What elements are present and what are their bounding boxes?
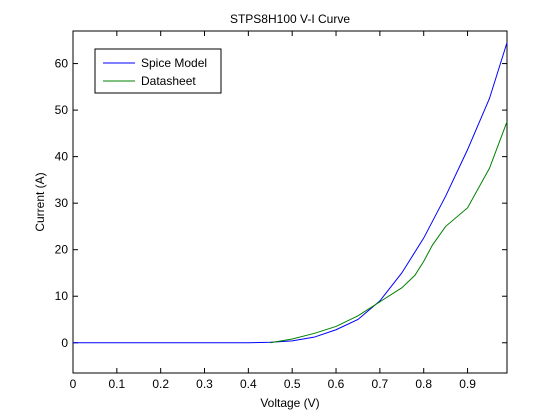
x-tick-label: 0.3 [196, 377, 213, 391]
series-lines [73, 42, 508, 344]
legend-label-spice-model: Spice Model [141, 56, 207, 70]
x-tick-label: 0.7 [372, 377, 389, 391]
y-tick-label: 40 [55, 150, 69, 164]
legend-label-datasheet: Datasheet [141, 74, 196, 88]
y-axis-label: Current (A) [33, 172, 47, 231]
y-tick-label: 60 [55, 57, 69, 71]
series-line-datasheet [270, 121, 508, 344]
axis-ticks: 0 0.1 0.2 0.3 0.4 0.5 0.6 0.7 0.8 0.9 0 10 20 30 40 50 6… [55, 31, 507, 391]
y-tick-label: 50 [55, 103, 69, 117]
x-axis-label: Voltage (V) [260, 396, 319, 410]
chart-title: STPS8H100 V-I Curve [230, 12, 350, 26]
x-tick-label: 0.4 [240, 377, 257, 391]
x-tick-label: 0.5 [284, 377, 301, 391]
x-tick-label: 0.2 [152, 377, 169, 391]
y-tick-label: 0 [61, 336, 68, 350]
legend: Spice Model Datasheet [94, 48, 222, 94]
x-tick-label: 0.1 [108, 377, 125, 391]
y-tick-label: 20 [55, 243, 69, 257]
y-tick-label: 10 [55, 289, 69, 303]
x-tick-label: 0 [70, 377, 77, 391]
legend-box [94, 48, 222, 94]
x-tick-label: 0.6 [328, 377, 345, 391]
y-tick-label: 30 [55, 196, 69, 210]
x-tick-label: 0.8 [415, 377, 432, 391]
x-tick-label: 0.9 [459, 377, 476, 391]
